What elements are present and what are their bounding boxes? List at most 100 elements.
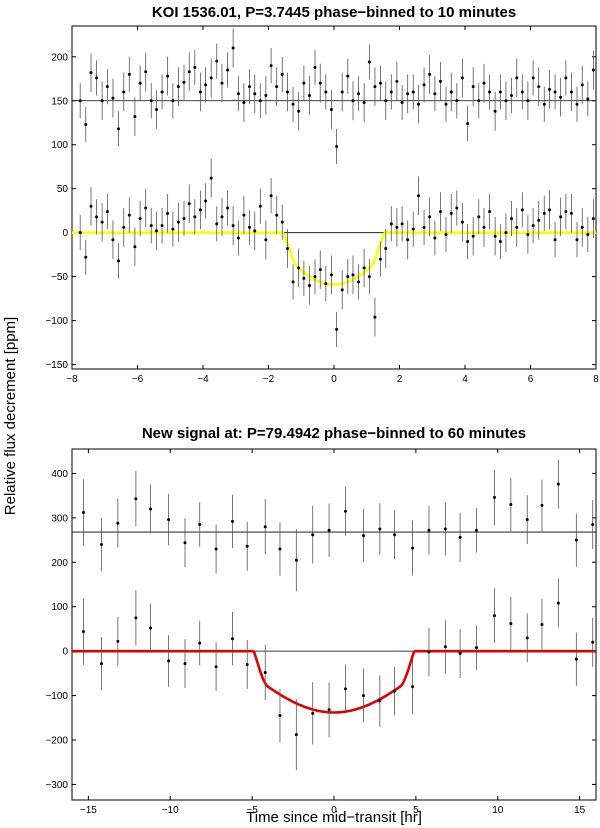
data-point <box>230 612 234 666</box>
point-marker <box>117 259 121 263</box>
data-point <box>477 83 481 119</box>
data-point <box>167 635 171 687</box>
point-marker <box>230 637 234 641</box>
point-marker <box>214 665 218 669</box>
data-point <box>411 211 415 247</box>
data-point <box>182 64 186 100</box>
data-point <box>471 216 475 256</box>
data-point <box>449 193 453 233</box>
point-marker <box>187 202 191 206</box>
data-point <box>525 613 529 663</box>
point-marker <box>416 194 420 198</box>
y-tick-label: −300 <box>45 780 68 791</box>
point-marker <box>264 93 268 97</box>
point-marker <box>84 123 88 127</box>
data-point <box>367 259 371 295</box>
top-chart-title: KOI 1536.01, P=3.7445 phase−binned to 10… <box>152 4 516 21</box>
data-point <box>574 632 578 686</box>
data-point <box>367 44 371 80</box>
point-marker <box>466 122 470 126</box>
data-point <box>586 81 590 117</box>
data-point <box>311 682 315 745</box>
top-y-ticks: −150 −100 −50 0 50 100 150 200 <box>45 52 596 371</box>
bottom-transit-model <box>72 649 596 714</box>
data-point <box>242 195 246 235</box>
point-marker <box>471 85 475 89</box>
data-point <box>313 259 317 295</box>
data-point <box>198 502 202 547</box>
point-marker <box>167 659 171 663</box>
point-marker <box>580 225 584 229</box>
data-point <box>269 47 273 84</box>
data-point <box>297 248 301 288</box>
data-point <box>183 639 187 689</box>
data-point <box>117 111 121 147</box>
point-marker <box>318 268 322 272</box>
point-marker <box>138 81 142 85</box>
point-marker <box>149 626 153 630</box>
point-marker <box>95 215 99 219</box>
point-marker <box>477 215 481 219</box>
point-marker <box>275 85 279 89</box>
data-point <box>378 503 382 555</box>
x-tick-label: 2 <box>397 374 403 385</box>
point-marker <box>569 90 573 94</box>
data-point <box>411 520 415 576</box>
data-point <box>411 74 415 110</box>
bottom-plot-frame <box>71 448 597 801</box>
point-marker <box>393 533 397 537</box>
data-point <box>215 206 219 242</box>
y-tick-label: 300 <box>51 513 68 524</box>
data-point <box>540 479 544 532</box>
point-marker <box>160 90 164 94</box>
point-marker <box>520 90 524 94</box>
point-marker <box>78 99 82 103</box>
point-marker <box>443 527 447 531</box>
data-point <box>362 248 366 288</box>
data-point <box>105 69 109 105</box>
data-point <box>230 494 234 549</box>
point-marker <box>422 83 426 87</box>
data-point <box>373 297 377 337</box>
point-marker <box>492 495 496 499</box>
data-point <box>547 190 551 230</box>
point-marker <box>198 90 202 94</box>
data-point <box>327 682 331 738</box>
data-point <box>149 484 153 534</box>
data-point <box>351 255 355 295</box>
point-marker <box>122 90 126 94</box>
data-point <box>122 208 126 247</box>
point-marker <box>198 523 202 527</box>
point-marker <box>574 657 578 661</box>
data-point <box>307 76 311 115</box>
data-point <box>100 81 104 121</box>
data-point <box>297 91 301 131</box>
point-marker <box>520 208 524 212</box>
point-marker <box>253 92 257 96</box>
point-marker <box>231 224 235 228</box>
point-marker <box>220 215 224 219</box>
point-marker <box>209 176 213 180</box>
point-marker <box>542 211 546 215</box>
point-marker <box>591 217 595 221</box>
point-marker <box>111 238 115 242</box>
point-marker <box>313 275 317 279</box>
data-point <box>591 199 595 238</box>
data-point <box>591 617 595 667</box>
data-point <box>553 74 557 110</box>
point-marker <box>455 99 459 103</box>
data-point <box>488 193 492 230</box>
point-marker <box>144 206 148 210</box>
data-point <box>116 616 120 666</box>
point-marker <box>357 280 361 284</box>
data-point <box>231 28 235 68</box>
data-point <box>556 578 560 628</box>
data-point <box>329 90 333 129</box>
point-marker <box>144 70 148 74</box>
point-marker <box>78 231 82 235</box>
data-point <box>275 67 279 107</box>
point-marker <box>504 231 508 235</box>
point-marker <box>510 217 514 221</box>
point-marker <box>311 711 315 715</box>
point-marker <box>154 108 158 112</box>
